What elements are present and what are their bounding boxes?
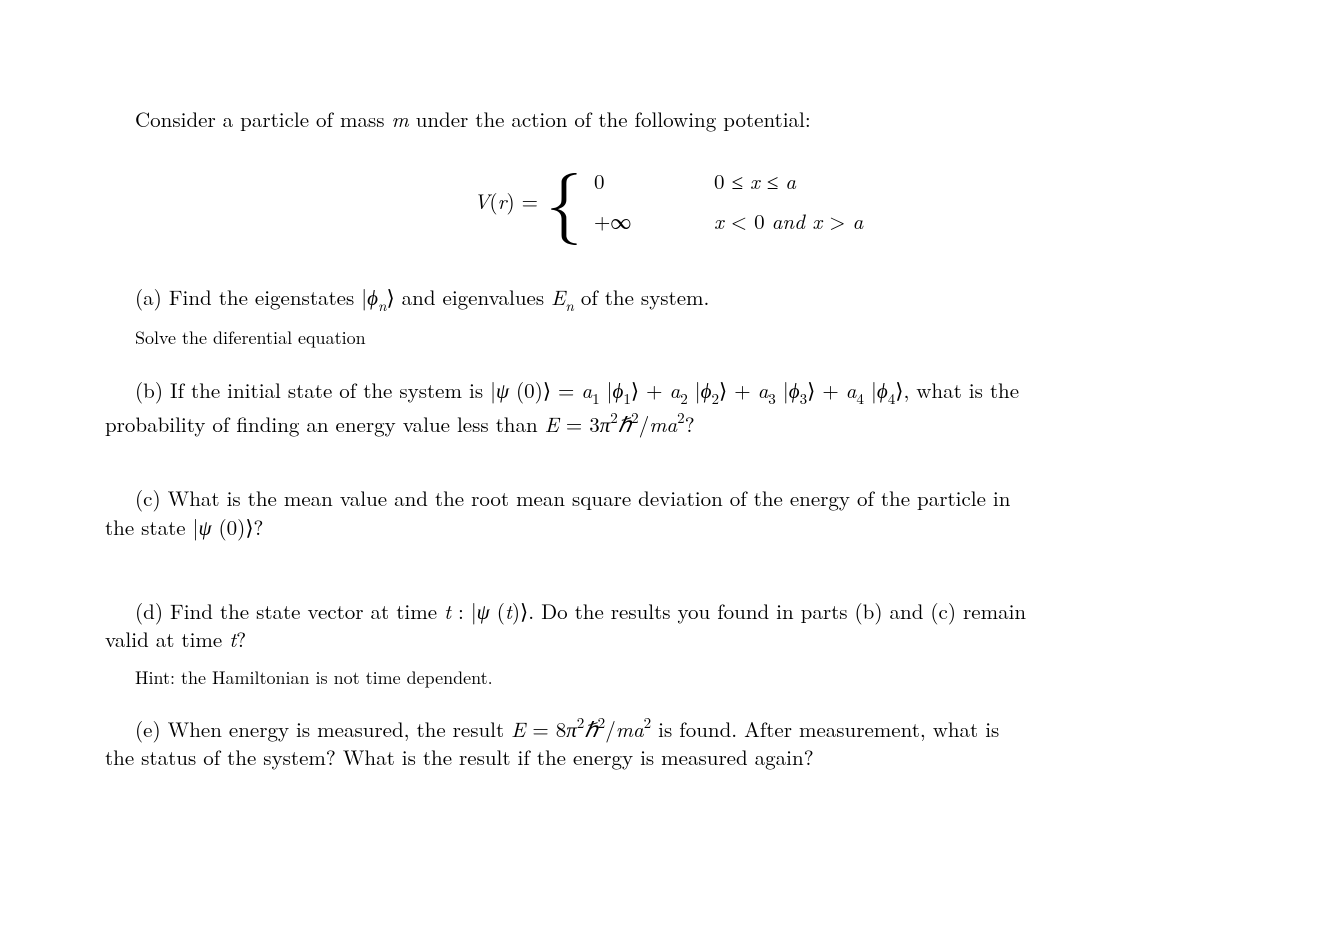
part-b-line2: probability of finding an energy value l… — [105, 409, 695, 439]
d-psi: ψ — [477, 596, 490, 626]
case1-zero: 0 — [594, 166, 605, 196]
case1-mid: ≤ — [760, 166, 786, 196]
case2-lt0: < 0 — [724, 206, 772, 236]
intro-suffix: under the action of the following potent… — [409, 104, 811, 134]
b-term4: a4 |ϕ4⟩, what is the — [846, 375, 1019, 405]
case-row-1: 0 0 ≤ x ≤ a — [594, 161, 863, 201]
d-q: ? — [236, 624, 246, 654]
part-d: (d) Find the state vector at time t : |ψ… — [105, 597, 1232, 654]
part-e-line1: (e) When energy is measured, the result … — [105, 714, 999, 743]
part-a-phi: ϕ — [367, 282, 378, 312]
potential-equation: V(r) = { 0 0 ≤ x ≤ a +∞ x < 0 and x > a — [105, 161, 1232, 241]
eq-equals: = — [515, 186, 538, 216]
b-term2: a2 |ϕ2⟩ + — [669, 375, 757, 405]
case2-a: a — [852, 206, 863, 236]
case2-gt: > — [822, 206, 852, 236]
part-a-n2: n — [565, 295, 574, 316]
equation-cases: 0 0 ≤ x ≤ a +∞ x < 0 and x > a — [594, 161, 863, 241]
part-a: (a) Find the eigenstates |ϕn⟩ and eigenv… — [105, 283, 1232, 316]
part-c: (c) What is the mean value and the root … — [105, 484, 1232, 541]
part-b: (b) If the initial state of the system i… — [105, 376, 1232, 438]
case2-and: and — [772, 206, 813, 236]
b-hbarsup: 2 — [631, 407, 639, 428]
b-eq: = 3 — [559, 409, 600, 439]
d-t2: t — [505, 596, 512, 626]
b-l2-prefix: probability of finding an energy value l… — [105, 409, 545, 439]
e-hbar: ℏ — [584, 714, 597, 744]
b-E: E — [545, 409, 559, 439]
part-a-suffix: of the system. — [574, 282, 710, 312]
case1-cond-prefix: 0 ≤ — [714, 166, 750, 196]
e-E: E — [511, 714, 525, 744]
part-a-mid: ⟩ and eigenvalues — [386, 282, 551, 312]
part-d-hint: Hint: the Hamiltonian is not time depend… — [135, 666, 1232, 690]
d-t: t — [444, 596, 451, 626]
e-prefix: (e) When energy is measured, the result — [135, 714, 511, 744]
e-slash: / — [605, 714, 616, 744]
eq-V: V — [474, 186, 490, 216]
e-a: a — [633, 714, 644, 744]
e-eq: = 8 — [525, 714, 566, 744]
part-d-line1: (d) Find the state vector at time t : |ψ… — [105, 597, 1026, 625]
case2-x1: x — [714, 206, 724, 236]
e-after: is found. After measurement, what is — [651, 714, 999, 744]
case2-value: +∞ — [594, 207, 714, 235]
b-pi: π — [600, 409, 611, 439]
intro-paragraph: Consider a particle of mass m under the … — [105, 105, 1232, 133]
c-arg: (0)⟩? — [211, 512, 263, 542]
part-c-line1: (c) What is the mean value and the root … — [105, 484, 1010, 512]
c-psi: ψ — [198, 512, 211, 542]
e-asup: 2 — [644, 712, 652, 733]
part-a-E: E — [551, 282, 565, 312]
part-b-line1: (b) If the initial state of the system i… — [105, 376, 1019, 409]
e-m: m — [616, 714, 633, 744]
equation-lhs: V(r) = — [474, 187, 540, 215]
e-pi: π — [566, 714, 577, 744]
brace-icon: { — [546, 172, 582, 222]
d-colon: : | — [451, 596, 477, 626]
b-q: ? — [685, 409, 695, 439]
b-hbar: ℏ — [618, 409, 631, 439]
b-a: a — [666, 409, 677, 439]
case1-x: x — [750, 166, 760, 196]
intro-prefix: Consider a particle of mass — [135, 104, 392, 134]
part-a-n: n — [378, 295, 387, 316]
d-arg-close: )⟩. Do the results you found in parts (b… — [512, 596, 1026, 626]
b-asup: 2 — [677, 407, 685, 428]
part-a-hint: Solve the diferential equation — [135, 326, 1232, 350]
d-prefix: (d) Find the state vector at time — [135, 596, 444, 626]
b-zero: (0)⟩ = — [509, 375, 581, 405]
b-pisup: 2 — [610, 407, 618, 428]
part-c-line2: the state |ψ (0)⟩? — [105, 512, 263, 542]
eq-r: r — [498, 186, 507, 216]
e-pisup: 2 — [577, 712, 585, 733]
c-l2-prefix: the state | — [105, 512, 198, 542]
case2-x2: x — [812, 206, 822, 236]
d-arg-open: ( — [490, 596, 505, 626]
part-e-line2: the status of the system? What is the re… — [105, 742, 814, 772]
case1-a: a — [785, 166, 796, 196]
case1-value: 0 — [594, 167, 714, 195]
case2-condition: x < 0 and x > a — [714, 207, 863, 235]
b-m: m — [649, 409, 666, 439]
b-slash: / — [639, 409, 650, 439]
b-psi: ψ — [496, 375, 509, 405]
e-hbarsup: 2 — [598, 712, 606, 733]
case2-infty: +∞ — [594, 206, 631, 236]
part-e: (e) When energy is measured, the result … — [105, 714, 1232, 772]
d-l2-prefix: valid at time — [105, 624, 229, 654]
b-term3: a3 |ϕ3⟩ + — [758, 375, 846, 405]
b-prefix: (b) If the initial state of the system i… — [135, 375, 496, 405]
part-a-label: (a) Find the eigenstates | — [135, 282, 367, 312]
b-term1: a1 |ϕ1⟩ + — [581, 375, 669, 405]
case1-condition: 0 ≤ x ≤ a — [714, 167, 796, 195]
case-row-2: +∞ x < 0 and x > a — [594, 201, 863, 241]
part-d-line2: valid at time t? — [105, 624, 246, 654]
equation-wrap: V(r) = { 0 0 ≤ x ≤ a +∞ x < 0 and x > a — [474, 161, 863, 241]
intro-m: m — [392, 104, 409, 134]
